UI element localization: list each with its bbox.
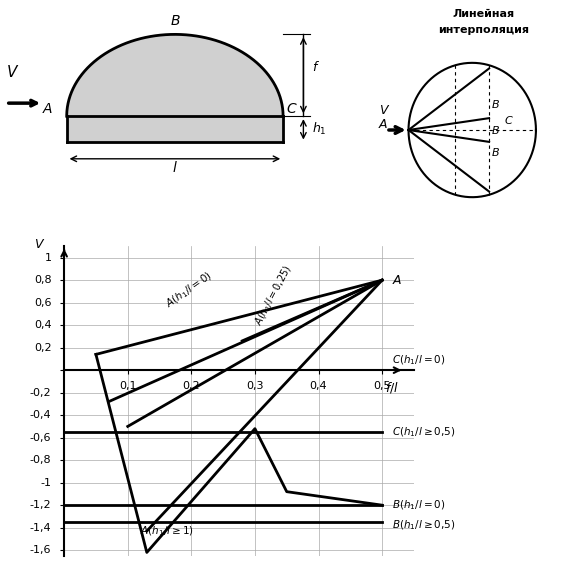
Text: 1: 1 bbox=[44, 253, 51, 262]
Text: 0,3: 0,3 bbox=[246, 382, 264, 391]
Text: 0,6: 0,6 bbox=[34, 297, 51, 308]
Text: $C$: $C$ bbox=[504, 114, 514, 126]
Text: $B$: $B$ bbox=[491, 146, 500, 158]
Text: $C(h_1/l{=}0)$: $C(h_1/l{=}0)$ bbox=[392, 353, 445, 367]
Text: $A$: $A$ bbox=[378, 118, 388, 131]
Text: $V$: $V$ bbox=[34, 238, 45, 251]
Text: -0,2: -0,2 bbox=[30, 388, 51, 398]
Text: 0,5: 0,5 bbox=[373, 382, 391, 391]
Text: $C$: $C$ bbox=[286, 102, 298, 116]
Text: -1,2: -1,2 bbox=[30, 500, 51, 510]
Text: $B(h_1/l{=}0)$: $B(h_1/l{=}0)$ bbox=[392, 499, 445, 512]
Text: $h_1$: $h_1$ bbox=[312, 121, 326, 138]
Text: $A$: $A$ bbox=[42, 102, 53, 116]
Text: 0,1: 0,1 bbox=[119, 382, 136, 391]
Text: $B$: $B$ bbox=[491, 124, 500, 136]
Text: $A(h_1/l{=}0)$: $A(h_1/l{=}0)$ bbox=[163, 269, 215, 311]
Text: 0,2: 0,2 bbox=[34, 343, 51, 352]
Polygon shape bbox=[66, 34, 283, 116]
Polygon shape bbox=[66, 116, 283, 143]
Text: $V$: $V$ bbox=[6, 64, 19, 80]
Text: Линейная: Линейная bbox=[452, 9, 515, 19]
Text: $V$: $V$ bbox=[378, 104, 390, 117]
Text: -0,4: -0,4 bbox=[30, 410, 51, 420]
Text: -1,4: -1,4 bbox=[30, 523, 51, 533]
Text: -1,6: -1,6 bbox=[30, 545, 51, 555]
Text: $B$: $B$ bbox=[170, 14, 180, 28]
Text: $A(h_1/l{\geq}1)$: $A(h_1/l{\geq}1)$ bbox=[141, 525, 195, 538]
Text: 0,4: 0,4 bbox=[310, 382, 327, 391]
Text: 0,4: 0,4 bbox=[34, 320, 51, 330]
Text: $B(h_1/l{\geq}0{,}5)$: $B(h_1/l{\geq}0{,}5)$ bbox=[392, 519, 455, 532]
Text: интерполяция: интерполяция bbox=[438, 25, 529, 35]
Text: -0,6: -0,6 bbox=[30, 433, 51, 443]
Text: $B$: $B$ bbox=[491, 99, 500, 110]
Text: $A(h_1/l{=}0{,}25)$: $A(h_1/l{=}0{,}25)$ bbox=[252, 263, 295, 328]
Text: $C(h_1/l{\geq}0{,}5)$: $C(h_1/l{\geq}0{,}5)$ bbox=[392, 425, 455, 439]
Text: -1: -1 bbox=[40, 478, 51, 488]
Text: $f/l$: $f/l$ bbox=[385, 380, 399, 395]
Text: $f$: $f$ bbox=[312, 60, 320, 74]
Text: 0,8: 0,8 bbox=[34, 275, 51, 285]
Text: $l$: $l$ bbox=[172, 160, 178, 175]
Text: $A$: $A$ bbox=[392, 274, 402, 286]
Text: 0,2: 0,2 bbox=[182, 382, 200, 391]
Text: -0,8: -0,8 bbox=[30, 455, 51, 465]
